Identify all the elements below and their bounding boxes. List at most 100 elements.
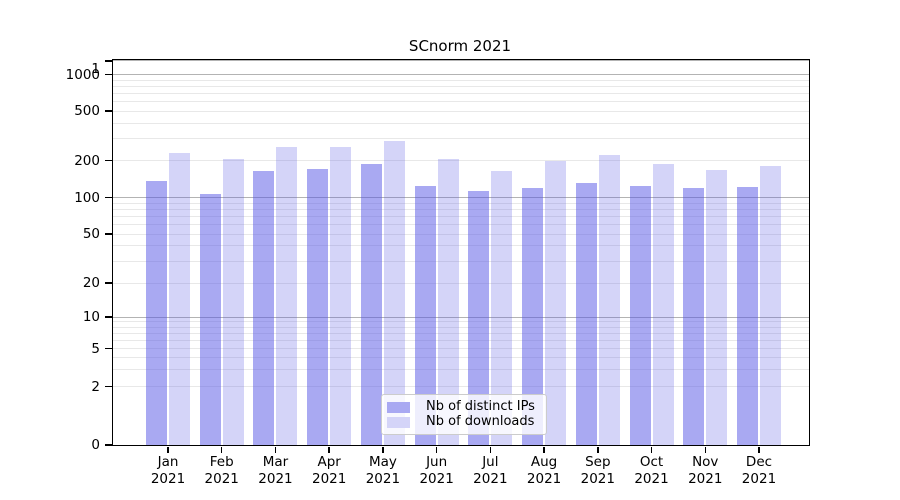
minor-gridline <box>113 233 809 235</box>
legend-label-distinct-ips: Nb of distinct IPs <box>426 399 535 414</box>
x-tick-label: Jan 2021 <box>150 454 186 487</box>
minor-gridline <box>113 160 809 161</box>
legend-item-distinct-ips: Nb of distinct IPs <box>387 400 540 414</box>
minor-gridline <box>113 357 809 359</box>
y-tick-label: 500 <box>74 103 100 119</box>
legend-label-downloads: Nb of downloads <box>426 414 535 429</box>
x-tick-mark <box>758 446 760 453</box>
minor-gridline <box>113 92 809 94</box>
x-tick-mark <box>167 446 169 453</box>
major-gridline <box>113 60 809 61</box>
minor-gridline <box>113 202 809 204</box>
bar-downloads-dec <box>759 165 781 445</box>
minor-gridline <box>113 386 809 387</box>
bar-downloads-nov <box>706 170 728 445</box>
bar-distinct-ips-may <box>360 164 382 445</box>
minor-gridline <box>113 208 809 210</box>
bar-distinct-ips-nov <box>683 188 705 445</box>
x-tick-mark <box>220 446 223 453</box>
minor-gridline <box>113 260 809 262</box>
bar-distinct-ips-jan <box>146 181 167 445</box>
x-tick-mark <box>704 446 707 453</box>
x-tick-mark <box>328 446 330 453</box>
minor-gridline <box>113 223 809 225</box>
x-tick-label: May 2021 <box>365 454 401 487</box>
y-tick-mark <box>104 196 112 199</box>
legend-swatch-distinct-ips <box>387 401 410 413</box>
bar-downloads-mar <box>276 147 298 445</box>
minor-gridline <box>113 85 809 87</box>
bar-distinct-ips-mar <box>253 171 275 445</box>
bar-distinct-ips-aug <box>522 187 544 445</box>
y-tick-mark <box>104 347 112 350</box>
y-tick-mark <box>104 385 112 388</box>
x-tick-label: Feb 2021 <box>204 454 239 487</box>
y-tick-mark <box>104 282 112 284</box>
x-tick-label: Jun 2021 <box>419 454 454 487</box>
y-tick-label: 50 <box>82 226 100 242</box>
legend-swatch-downloads <box>387 416 410 428</box>
minor-gridline <box>113 245 809 247</box>
minor-gridline <box>113 282 809 284</box>
x-tick-label: Jul 2021 <box>473 454 508 487</box>
x-tick-mark <box>435 446 438 453</box>
minor-gridline <box>113 122 809 124</box>
x-tick-label: Apr 2021 <box>311 454 347 487</box>
y-tick-mark <box>104 73 112 76</box>
y-tick-label: 20 <box>82 275 100 291</box>
x-tick-mark <box>543 446 545 453</box>
y-tick-mark <box>104 110 112 112</box>
minor-gridline <box>113 79 809 81</box>
y-tick-label: 0 <box>91 437 100 453</box>
x-tick-label: Sep 2021 <box>580 454 615 487</box>
x-tick-mark <box>274 446 277 453</box>
minor-gridline <box>113 321 809 323</box>
bar-downloads-aug <box>545 161 567 445</box>
y-tick-label: 10 <box>82 309 100 325</box>
chart-title: SCnorm 2021 <box>408 37 512 55</box>
x-tick-label: Nov 2021 <box>688 454 723 487</box>
y-tick-label: 200 <box>74 152 100 169</box>
y-tick-label: 1 <box>91 61 100 77</box>
bar-downloads-may <box>383 141 405 445</box>
bar-distinct-ips-sep <box>575 182 597 445</box>
minor-gridline <box>113 138 809 140</box>
minor-gridline <box>113 339 809 341</box>
x-tick-mark <box>650 446 653 453</box>
x-tick-label: Oct 2021 <box>634 454 669 487</box>
x-tick-mark <box>489 446 492 453</box>
bar-downloads-feb <box>222 158 244 445</box>
bar-downloads-oct <box>652 164 674 445</box>
y-tick-label: 5 <box>91 340 100 357</box>
bar-distinct-ips-oct <box>629 186 651 445</box>
bar-downloads-jun <box>437 158 459 445</box>
y-tick-mark <box>104 60 112 62</box>
bar-distinct-ips-jun <box>414 186 436 445</box>
minor-gridline <box>113 332 809 334</box>
y-tick-label: 100 <box>74 189 100 206</box>
legend: Nb of distinct IPs Nb of downloads <box>381 394 547 435</box>
y-tick-label: 1000 <box>65 66 100 83</box>
bar-distinct-ips-feb <box>199 194 221 445</box>
minor-gridline <box>113 326 809 328</box>
minor-gridline <box>113 100 809 102</box>
bar-distinct-ips-jul <box>468 190 490 445</box>
bar-distinct-ips-apr <box>307 169 329 445</box>
y-tick-mark <box>104 159 112 162</box>
minor-gridline <box>113 215 809 217</box>
x-tick-mark <box>597 446 599 453</box>
major-gridline <box>113 197 809 198</box>
bar-distinct-ips-dec <box>736 186 758 445</box>
x-tick-label: Dec 2021 <box>741 454 777 487</box>
x-tick-label: Mar 2021 <box>258 454 293 487</box>
y-tick-mark <box>104 444 112 446</box>
y-tick-mark <box>104 316 112 318</box>
major-gridline <box>113 316 809 318</box>
bar-downloads-jul <box>491 171 513 445</box>
bar-downloads-sep <box>598 154 620 445</box>
y-tick-label: 2 <box>91 378 100 395</box>
bar-downloads-apr <box>330 147 352 445</box>
major-gridline <box>113 74 809 75</box>
plot-area: 0 1 2 5 10 20 50 100 200 500 1000 Jan 2021 Feb 2021 M… <box>66 59 810 487</box>
